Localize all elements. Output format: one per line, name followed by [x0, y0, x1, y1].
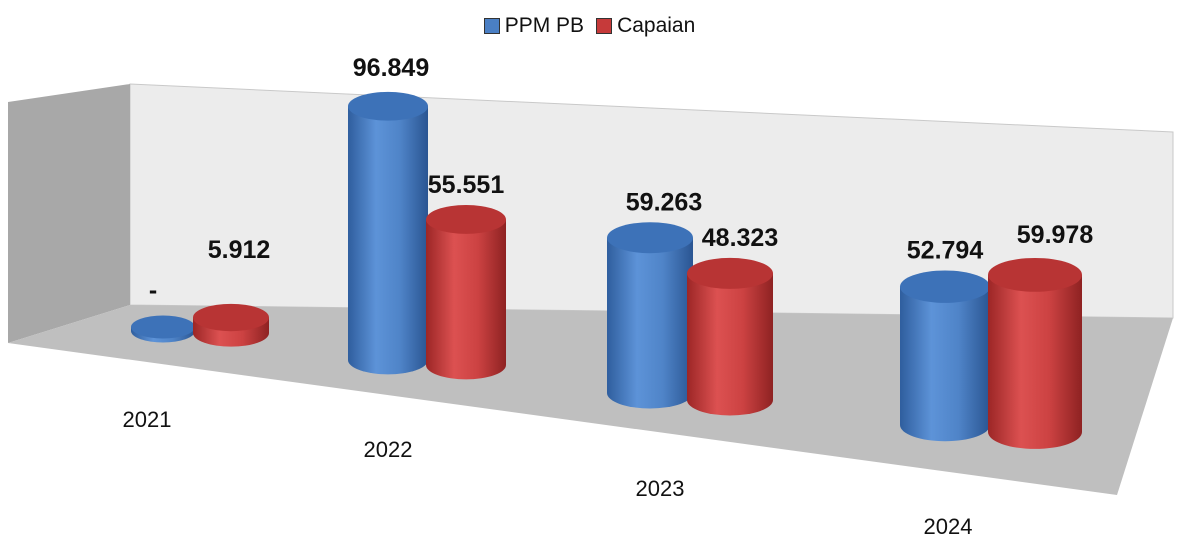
data-label-ppm-pb-2022: 96.849 [353, 54, 429, 82]
x-tick-label-2023: 2023 [636, 476, 685, 501]
bar-ppm-pb-2023 [607, 222, 693, 409]
bar-capaian-2024 [988, 257, 1082, 449]
legend-swatch-capaian [596, 18, 613, 34]
bar-capaian-2023 [687, 257, 773, 416]
legend-item-ppm-pb: PPM PB [483, 14, 585, 38]
side-wall [8, 84, 130, 343]
data-label-capaian-2023: 48.323 [702, 224, 778, 252]
data-label-capaian-2021: 5.912 [208, 236, 271, 264]
bar-capaian-2022 [426, 205, 506, 380]
x-tick-label-2024: 2024 [924, 514, 973, 538]
bar-ppm-pb-2024 [900, 270, 990, 442]
data-label-capaian-2022: 55.551 [428, 171, 505, 199]
legend-label-ppm-pb: PPM PB [504, 14, 585, 37]
data-label-ppm-pb-2023: 59.263 [626, 188, 702, 216]
data-label-ppm-pb-2024: 52.794 [907, 236, 984, 264]
legend-label-capaian: Capaian [617, 14, 696, 37]
data-label-ppm-pb-2021: - [149, 276, 157, 304]
chart-legend: PPM PB Capaian [0, 14, 1179, 38]
bar-ppm-pb-2022 [348, 91, 428, 375]
bar-ppm-pb-2021 [131, 315, 195, 343]
x-tick-label-2022: 2022 [364, 437, 413, 462]
data-label-capaian-2024: 59.978 [1017, 221, 1094, 249]
legend-swatch-ppm-pb [483, 18, 500, 34]
x-tick-label-2021: 2021 [123, 407, 172, 432]
legend-item-capaian: Capaian [596, 14, 695, 38]
bar-capaian-2021 [193, 303, 269, 347]
floor [8, 305, 1173, 495]
